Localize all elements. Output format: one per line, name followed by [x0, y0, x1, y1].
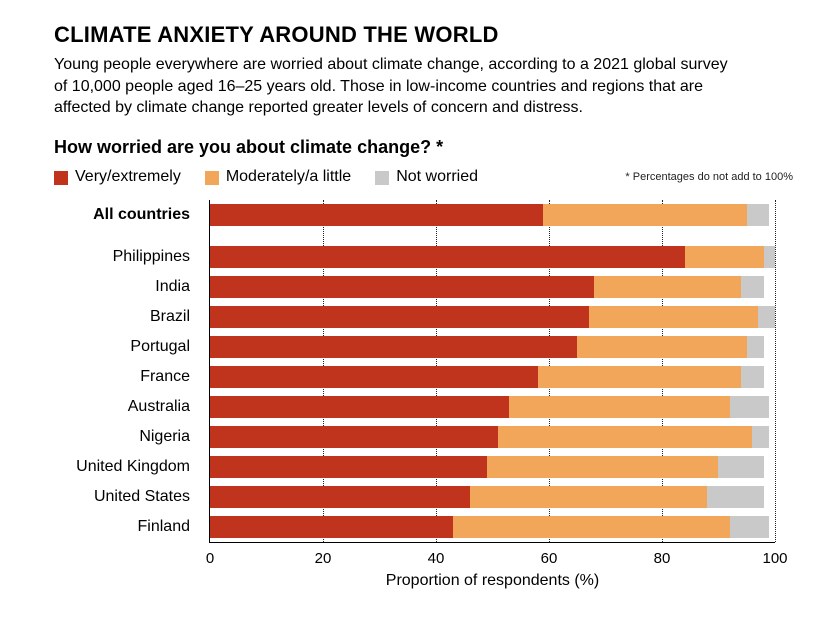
bar-segment — [730, 396, 770, 418]
legend-label-very: Very/extremely — [75, 168, 181, 186]
bar-segment — [741, 366, 764, 388]
row-label: All countries — [45, 206, 200, 224]
row-label: Nigeria — [45, 428, 200, 446]
bar-segment — [210, 306, 589, 328]
bar-segment — [685, 246, 764, 268]
chart-plot-area: All countries PhilippinesIndiaBrazilPortu… — [209, 200, 775, 543]
bar-segment — [210, 486, 470, 508]
bar-segment — [210, 246, 685, 268]
bar-segment — [577, 336, 746, 358]
row-label: Brazil — [45, 308, 200, 326]
survey-question: How worried are you about climate change… — [54, 137, 797, 158]
stacked-bar — [210, 396, 769, 418]
bar-segment — [498, 426, 752, 448]
bar-segment — [470, 486, 707, 508]
bar-segment — [543, 204, 746, 226]
stacked-bar — [210, 486, 764, 508]
x-tick: 0 — [206, 550, 214, 567]
x-tick: 40 — [428, 550, 445, 567]
chart-row: Portugal — [210, 332, 775, 362]
figure-title: CLIMATE ANXIETY AROUND THE WORLD — [54, 22, 797, 48]
bar-segment — [509, 396, 729, 418]
legend-item-very: Very/extremely — [54, 168, 181, 186]
bar-segment — [210, 366, 538, 388]
bar-segment — [747, 204, 770, 226]
stacked-bar — [210, 426, 769, 448]
row-label: United States — [45, 488, 200, 506]
chart-row: Brazil — [210, 302, 775, 332]
legend-footnote: * Percentages do not add to 100% — [625, 171, 797, 183]
bar-segment — [764, 246, 775, 268]
row-label: France — [45, 368, 200, 386]
bar-segment — [747, 336, 764, 358]
x-tick: 60 — [541, 550, 558, 567]
x-axis-label: Proportion of respondents (%) — [210, 572, 775, 590]
legend: Very/extremely Moderately/a little Not w… — [54, 168, 797, 186]
legend-swatch-not — [375, 171, 389, 185]
bar-segment — [210, 396, 509, 418]
stacked-bar — [210, 276, 764, 298]
x-tick: 100 — [762, 550, 787, 567]
bar-segment — [453, 516, 730, 538]
chart-row: Finland — [210, 512, 775, 542]
bar-segment — [210, 276, 594, 298]
legend-item-moderate: Moderately/a little — [205, 168, 351, 186]
stacked-bar — [210, 306, 775, 328]
x-tick: 20 — [315, 550, 332, 567]
bar-segment — [210, 426, 498, 448]
row-label: India — [45, 278, 200, 296]
row-label: United Kingdom — [45, 458, 200, 476]
chart-row: All countries — [210, 200, 775, 230]
legend-swatch-very — [54, 171, 68, 185]
stacked-bar — [210, 516, 769, 538]
stacked-bar — [210, 204, 769, 226]
bar-segment — [487, 456, 719, 478]
row-label: Portugal — [45, 338, 200, 356]
chart-row: Nigeria — [210, 422, 775, 452]
bar-segment — [538, 366, 741, 388]
bar-segment — [210, 456, 487, 478]
row-label: Australia — [45, 398, 200, 416]
chart-row: Philippines — [210, 242, 775, 272]
row-gap — [210, 230, 775, 242]
stacked-bar — [210, 456, 764, 478]
legend-label-not: Not worried — [396, 168, 478, 186]
legend-swatch-moderate — [205, 171, 219, 185]
row-label: Finland — [45, 518, 200, 536]
figure-container: CLIMATE ANXIETY AROUND THE WORLD Young p… — [0, 0, 827, 613]
chart: All countries PhilippinesIndiaBrazilPortu… — [54, 200, 789, 593]
chart-row: India — [210, 272, 775, 302]
legend-item-not: Not worried — [375, 168, 478, 186]
chart-row: France — [210, 362, 775, 392]
bar-segment — [210, 204, 543, 226]
row-label: Philippines — [45, 248, 200, 266]
bar-segment — [589, 306, 759, 328]
chart-row: United States — [210, 482, 775, 512]
bar-segment — [210, 336, 577, 358]
bar-segment — [718, 456, 763, 478]
bar-segment — [594, 276, 741, 298]
bar-segment — [707, 486, 763, 508]
bar-segment — [741, 276, 764, 298]
bar-segment — [210, 516, 453, 538]
bar-segment — [730, 516, 770, 538]
stacked-bar — [210, 246, 775, 268]
chart-row: United Kingdom — [210, 452, 775, 482]
stacked-bar — [210, 366, 764, 388]
legend-label-moderate: Moderately/a little — [226, 168, 351, 186]
stacked-bar — [210, 336, 764, 358]
bar-segment — [758, 306, 775, 328]
x-tick: 80 — [654, 550, 671, 567]
figure-subtitle: Young people everywhere are worried abou… — [54, 54, 734, 119]
gridline — [775, 200, 776, 542]
bar-segment — [752, 426, 769, 448]
chart-row: Australia — [210, 392, 775, 422]
